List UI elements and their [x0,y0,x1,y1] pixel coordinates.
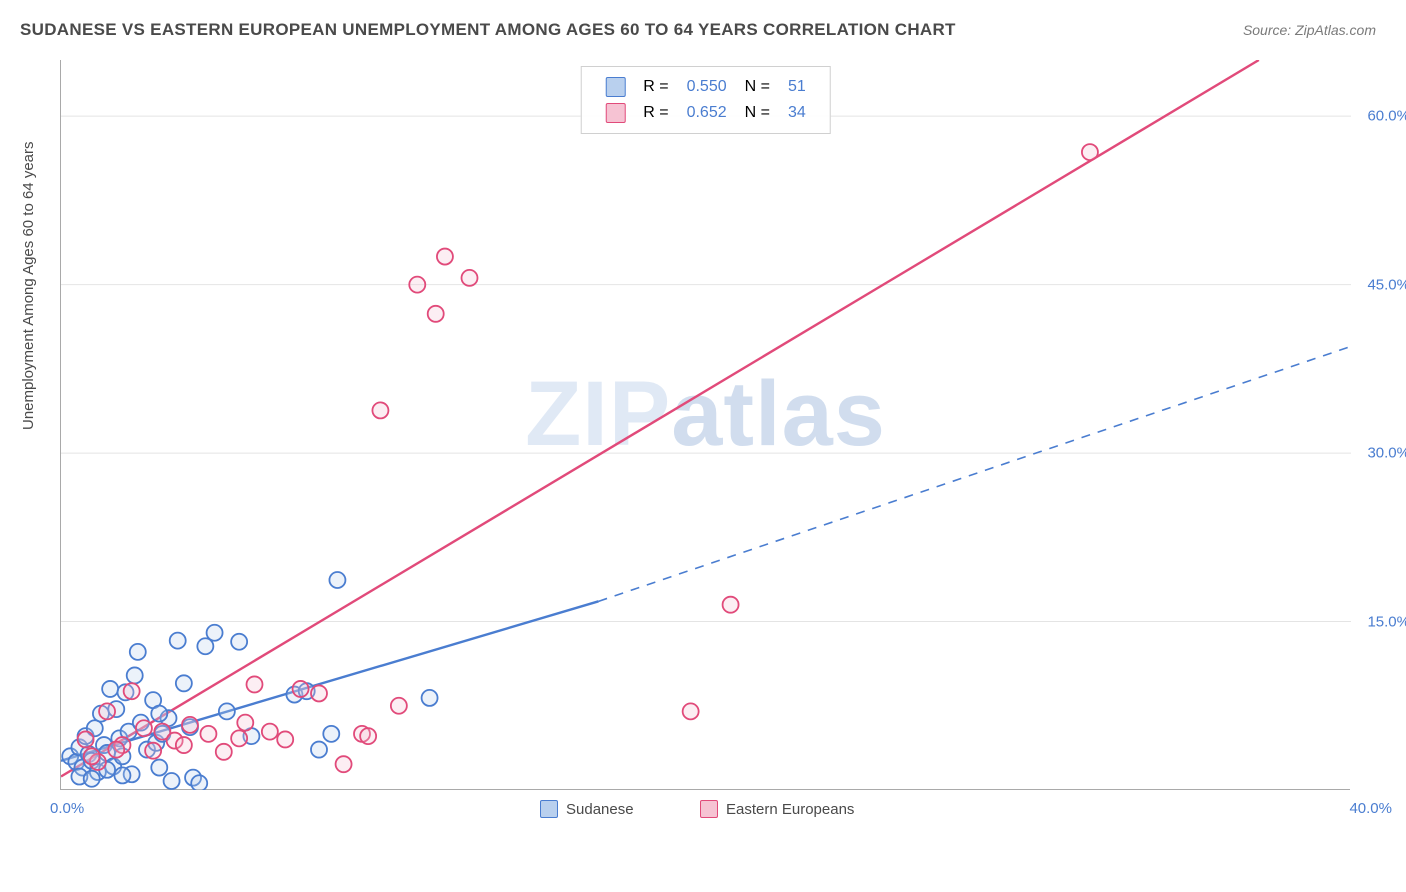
scatter-chart [61,60,1351,790]
n-label: N = [737,101,778,125]
n-label: N = [737,75,778,99]
legend-label-eastern: Eastern Europeans [726,801,854,818]
r-label: R = [635,75,676,99]
stat-row-sudanese: R = 0.550 N = 51 [597,75,814,99]
x-tick-label-min: 0.0% [50,800,84,817]
stat-swatch-eastern [605,103,625,123]
y-tick-label: 15.0% [1367,613,1406,630]
n-value-eastern: 34 [780,101,814,125]
stat-row-eastern: R = 0.652 N = 34 [597,101,814,125]
stat-box: R = 0.550 N = 51 R = 0.652 N = 34 [580,66,831,134]
legend-item-sudanese: Sudanese [540,800,634,818]
r-value-sudanese: 0.550 [679,75,735,99]
legend-item-eastern: Eastern Europeans [700,800,854,818]
r-value-eastern: 0.652 [679,101,735,125]
y-tick-label: 45.0% [1367,276,1406,293]
stat-swatch-sudanese [605,77,625,97]
y-tick-label: 30.0% [1367,445,1406,462]
source-credit: Source: ZipAtlas.com [1243,22,1376,38]
n-value-sudanese: 51 [780,75,814,99]
page-title: SUDANESE VS EASTERN EUROPEAN UNEMPLOYMEN… [20,20,956,40]
x-tick-label-max: 40.0% [1349,800,1392,817]
y-tick-label: 60.0% [1367,108,1406,125]
legend-swatch-sudanese [540,800,558,818]
r-label: R = [635,101,676,125]
legend-label-sudanese: Sudanese [566,801,634,818]
legend-swatch-eastern [700,800,718,818]
chart-area: ZIPatlas R = 0.550 N = 51 R = 0.652 N = … [60,60,1350,790]
y-axis-label: Unemployment Among Ages 60 to 64 years [20,141,37,430]
